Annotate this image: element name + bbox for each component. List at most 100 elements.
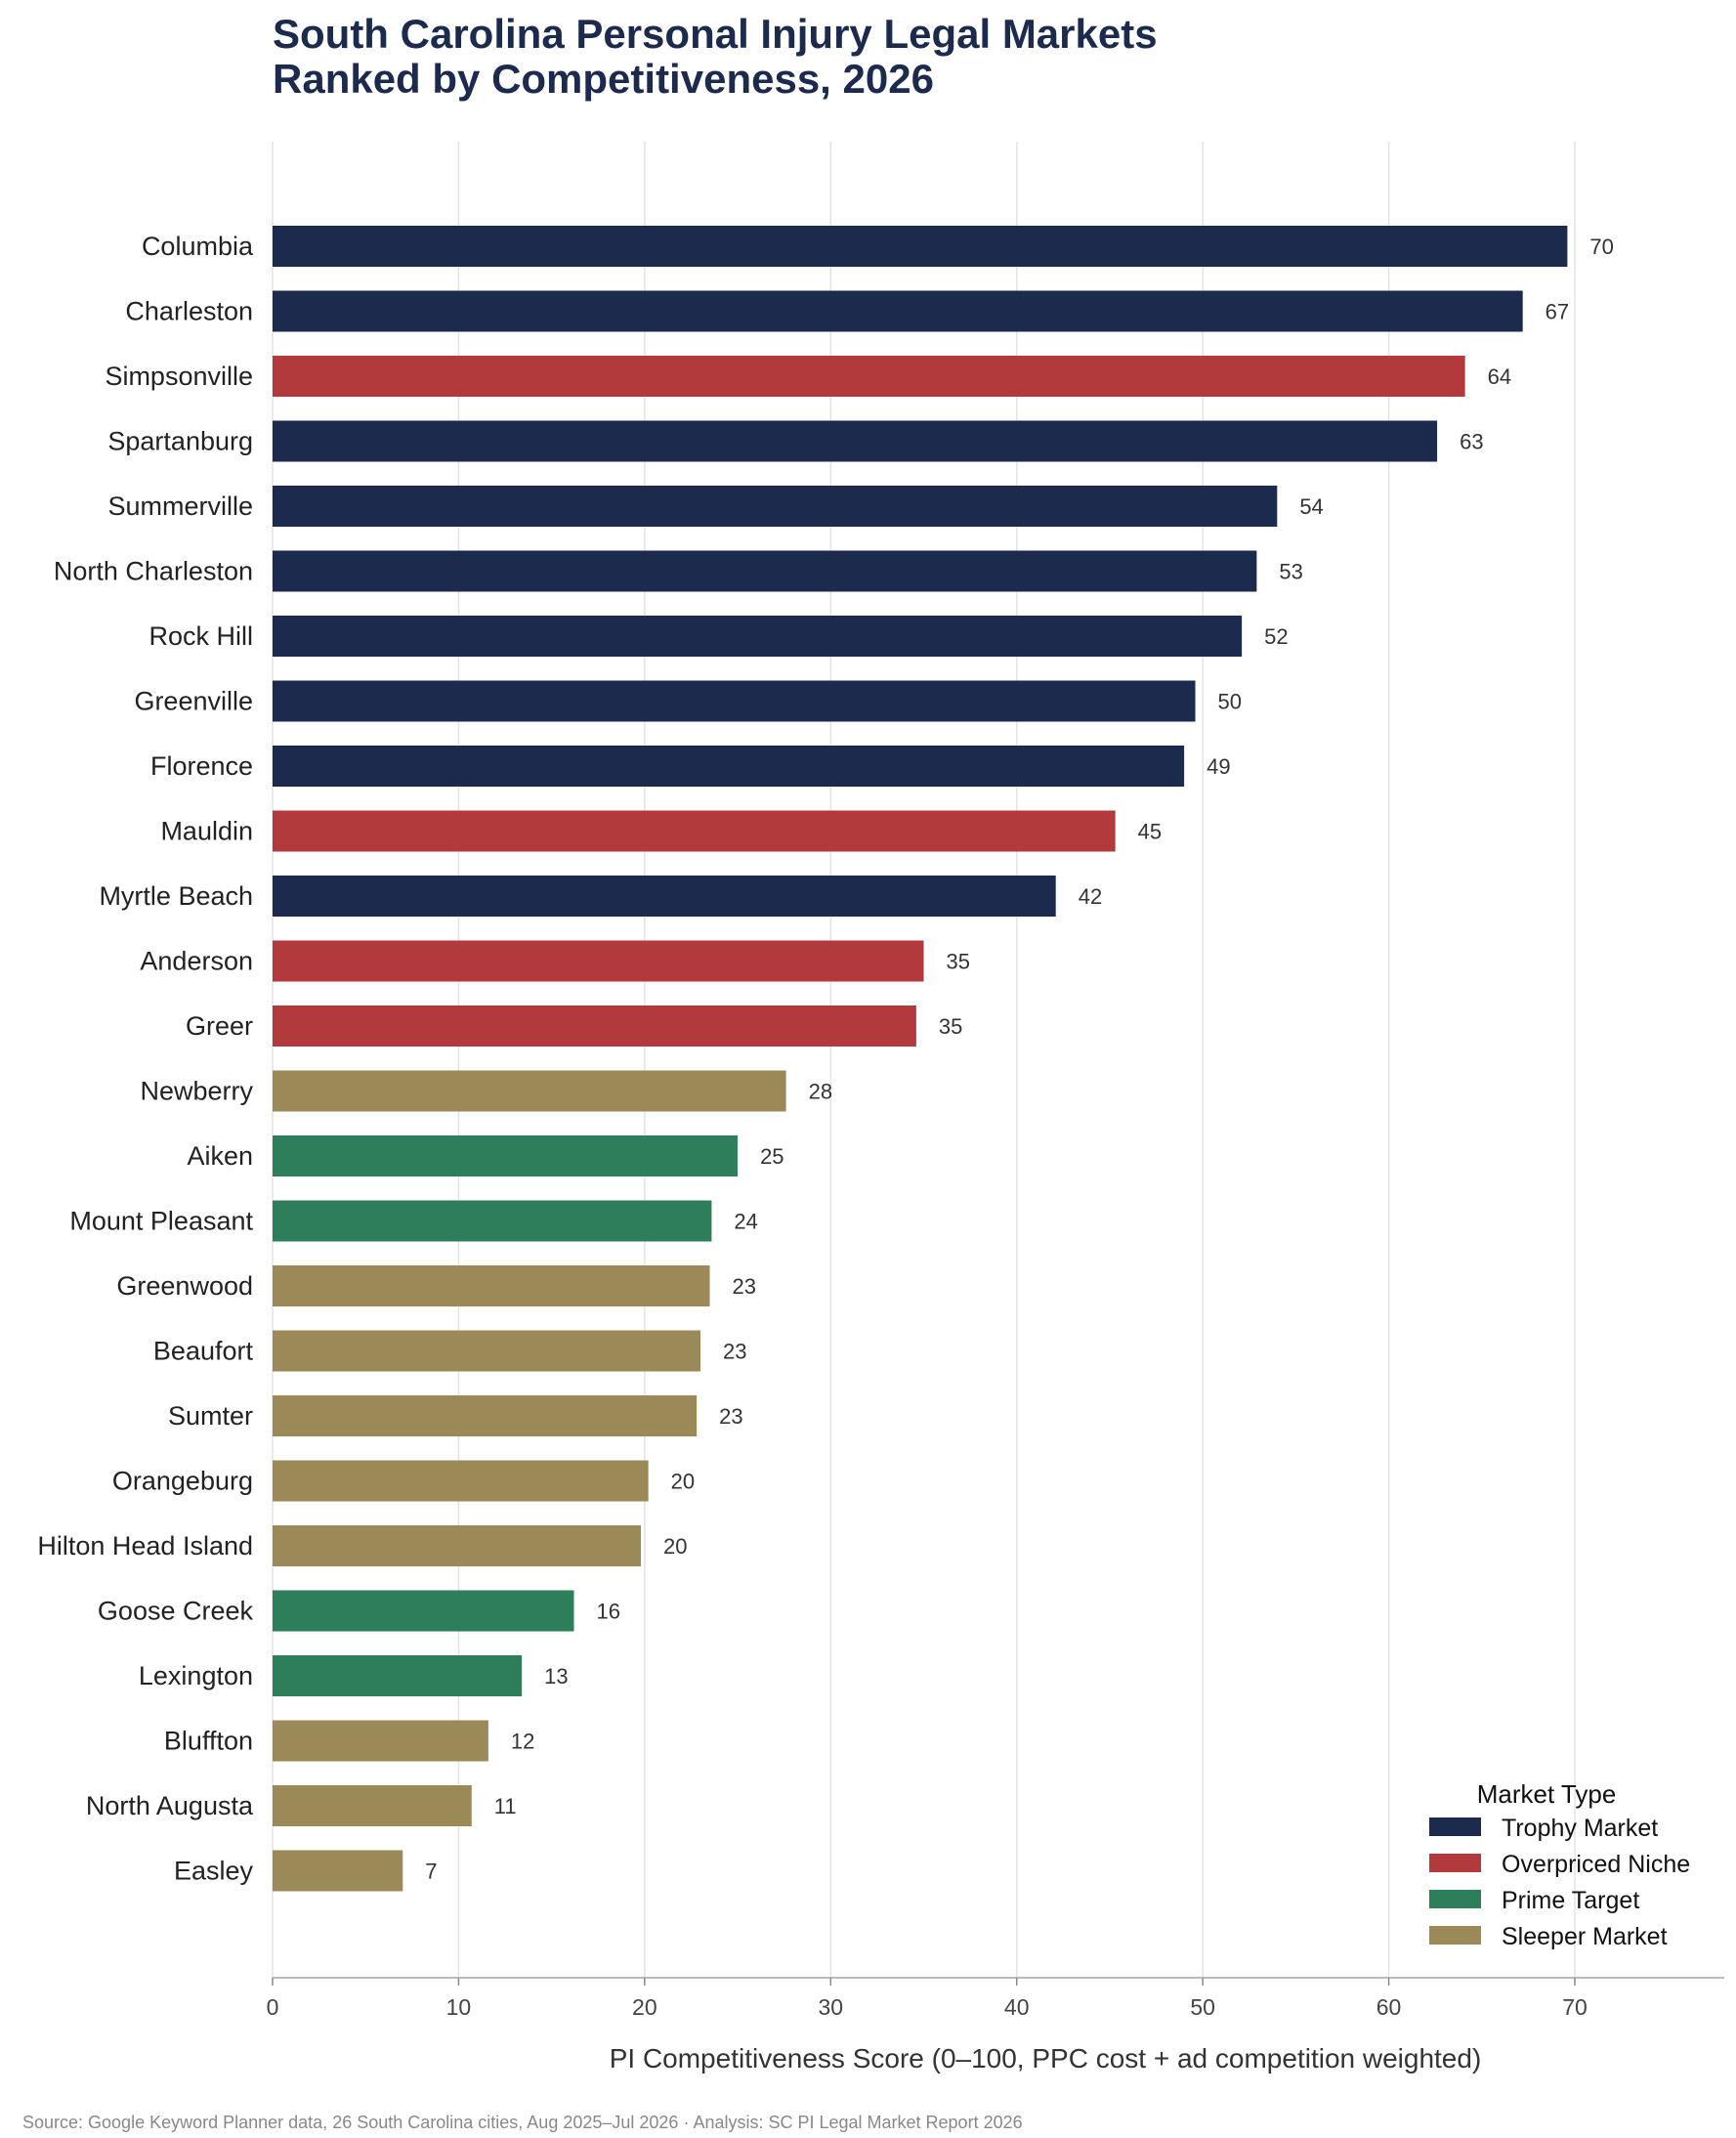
category-label: Rock Hill — [148, 621, 253, 651]
category-label: Spartanburg — [107, 427, 253, 456]
legend-swatch — [1429, 1890, 1481, 1908]
category-label: Mauldin — [160, 817, 253, 846]
value-label: 50 — [1218, 690, 1242, 714]
x-tick-label: 10 — [446, 1994, 472, 2020]
category-label: Anderson — [140, 947, 253, 976]
value-label: 67 — [1545, 300, 1569, 324]
value-label: 28 — [809, 1080, 832, 1104]
legend-swatch — [1429, 1817, 1481, 1836]
category-label: Goose Creek — [98, 1597, 254, 1626]
labels: Columbia 70 Charleston 67 Simpsonville 64 Spar… — [37, 232, 1614, 1886]
value-label: 42 — [1079, 884, 1102, 909]
value-label: 13 — [544, 1664, 568, 1689]
x-tick-label: 20 — [632, 1994, 657, 2020]
category-label: Simpsonville — [105, 362, 253, 391]
bar — [273, 1655, 523, 1696]
value-label: 25 — [760, 1144, 783, 1169]
value-label: 64 — [1488, 364, 1511, 389]
value-label: 54 — [1299, 494, 1323, 519]
value-label: 20 — [671, 1470, 695, 1494]
category-label: Sumter — [168, 1401, 253, 1431]
x-axis-label: PI Competitiveness Score (0–100, PPC cos… — [610, 2043, 1482, 2074]
category-label: Beaufort — [153, 1337, 254, 1366]
category-label: Orangeburg — [112, 1467, 253, 1496]
category-label: Mount Pleasant — [69, 1207, 253, 1236]
value-label: 52 — [1264, 624, 1288, 649]
bar — [273, 1850, 403, 1892]
x-tick-label: 50 — [1190, 1994, 1215, 2020]
category-label: North Charleston — [54, 557, 253, 586]
bar — [273, 876, 1056, 917]
x-tick-label: 30 — [818, 1994, 843, 2020]
value-label: 49 — [1207, 754, 1230, 779]
grid-lines — [272, 142, 1576, 1978]
legend-swatch — [1429, 1926, 1481, 1945]
value-label: 7 — [425, 1860, 437, 1884]
category-label: Charleston — [125, 297, 253, 326]
category-label: Newberry — [140, 1077, 253, 1106]
bar — [273, 486, 1278, 527]
bar — [273, 1005, 916, 1047]
bar — [273, 1395, 698, 1436]
category-label: North Augusta — [86, 1791, 254, 1820]
bar — [273, 356, 1465, 397]
x-tick-label: 60 — [1376, 1994, 1402, 2020]
value-label: 53 — [1279, 560, 1302, 584]
value-label: 45 — [1138, 820, 1162, 844]
value-label: 23 — [723, 1340, 746, 1364]
category-label: Myrtle Beach — [99, 881, 253, 911]
category-label: Easley — [174, 1857, 254, 1886]
value-label: 20 — [663, 1534, 687, 1559]
chart-title-line-2: Ranked by Competitiveness, 2026 — [273, 56, 934, 102]
bar — [273, 1590, 574, 1632]
value-label: 35 — [947, 950, 970, 974]
x-axis: 0 10 20 30 40 50 60 70 — [267, 1977, 1724, 2020]
bar — [273, 940, 924, 982]
bar — [273, 1525, 642, 1566]
category-label: Aiken — [187, 1141, 253, 1171]
bar — [273, 1265, 710, 1306]
source-note: Source: Google Keyword Planner data, 26 … — [22, 2113, 1023, 2132]
legend-swatch — [1429, 1854, 1481, 1872]
value-label: 35 — [939, 1014, 962, 1039]
legend-entry-label: Prime Target — [1502, 1887, 1639, 1914]
bar — [273, 1330, 700, 1372]
legend-entry-label: Trophy Market — [1502, 1815, 1658, 1842]
bar — [273, 680, 1196, 722]
bars — [273, 226, 1568, 1892]
value-label: 24 — [734, 1210, 757, 1234]
category-label: Florence — [150, 751, 253, 781]
category-label: Greer — [186, 1011, 253, 1041]
bar — [273, 1135, 739, 1176]
category-label: Summerville — [107, 492, 253, 521]
bar — [273, 1460, 649, 1502]
bar — [273, 550, 1257, 592]
value-label: 11 — [494, 1794, 517, 1818]
legend-entry-label: Overpriced Niche — [1502, 1851, 1690, 1878]
bar — [273, 810, 1116, 852]
category-label: Greenville — [134, 687, 253, 716]
x-tick-label: 40 — [1004, 1994, 1030, 2020]
category-label: Bluffton — [164, 1727, 253, 1756]
legend-title: Market Type — [1477, 1779, 1617, 1809]
value-label: 16 — [596, 1600, 619, 1624]
legend-entry-label: Sleeper Market — [1502, 1923, 1668, 1950]
x-tick-label: 70 — [1562, 1994, 1588, 2020]
bar — [273, 290, 1523, 332]
bar — [273, 1200, 712, 1242]
category-label: Hilton Head Island — [37, 1531, 253, 1561]
x-tick-label: 0 — [267, 1994, 279, 2020]
chart-title-line-1: South Carolina Personal Injury Legal Mar… — [273, 11, 1158, 57]
bar — [273, 1785, 472, 1826]
legend: Market Type Trophy Market Overpriced Nich… — [1429, 1779, 1690, 1950]
value-label: 70 — [1589, 235, 1613, 259]
bar — [273, 746, 1185, 787]
chart-title: South Carolina Personal Injury Legal Mar… — [273, 12, 1158, 102]
category-label: Greenwood — [116, 1271, 253, 1301]
category-label: Lexington — [139, 1661, 253, 1690]
bar — [273, 420, 1438, 462]
category-label: Columbia — [142, 232, 254, 261]
value-label: 23 — [719, 1404, 742, 1429]
value-label: 63 — [1460, 430, 1483, 454]
